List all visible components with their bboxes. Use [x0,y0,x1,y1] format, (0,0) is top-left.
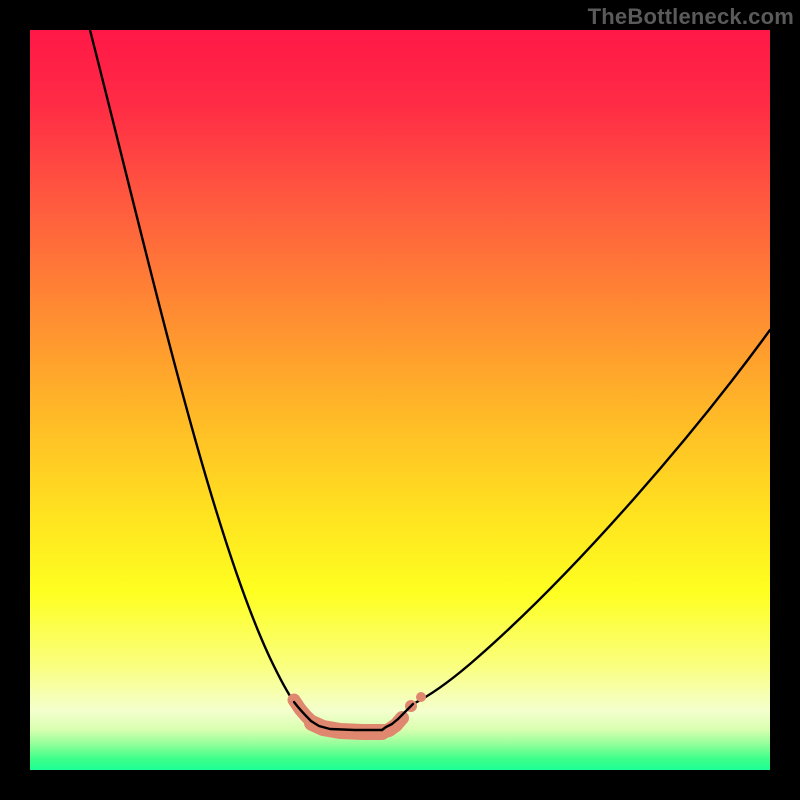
watermark-text: TheBottleneck.com [588,4,794,30]
outer-frame: TheBottleneck.com [0,0,800,800]
plot-area [30,30,770,770]
curves-svg [30,30,770,770]
